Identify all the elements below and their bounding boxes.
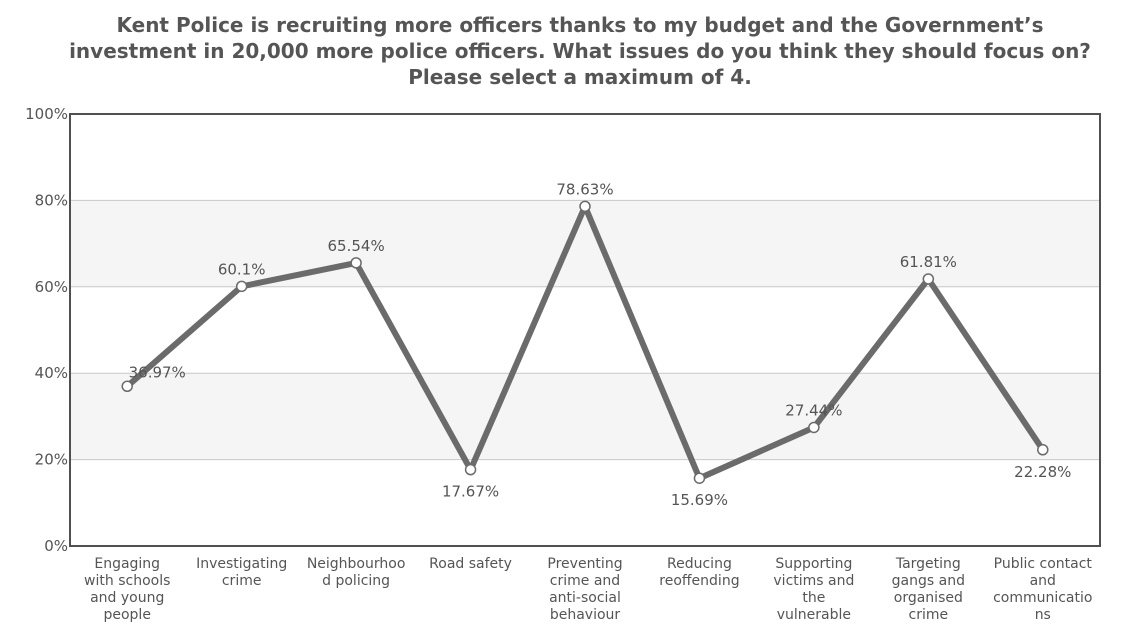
plot-frame — [69, 113, 1101, 547]
x-category-label: Targeting gangs and organised crime — [892, 556, 965, 623]
data-markers — [121, 200, 1049, 484]
y-tick-label: 100% — [25, 105, 68, 123]
data-point[interactable] — [235, 280, 248, 293]
data-point[interactable] — [121, 380, 133, 393]
data-point[interactable] — [1037, 444, 1049, 456]
x-category-label: Road safety — [429, 556, 512, 572]
data-point[interactable] — [922, 273, 935, 285]
data-label: 78.63% — [556, 180, 613, 198]
data-point[interactable] — [464, 463, 477, 476]
y-tick-label: 20% — [35, 451, 68, 469]
data-label: 15.69% — [671, 491, 728, 509]
x-axis-categories: Engaging with schools and young people Inves… — [84, 556, 1092, 623]
x-category-label: Public contact and communicatio ns — [993, 556, 1092, 623]
data-point[interactable] — [693, 472, 706, 484]
data-label: 27.44% — [785, 401, 842, 419]
x-category-label: Preventing crime and anti-social behaviour — [547, 556, 622, 623]
plot-band — [70, 200, 1100, 287]
plot-band — [70, 286, 1100, 374]
data-label: 60.1% — [218, 260, 266, 278]
data-point[interactable] — [350, 257, 362, 269]
chart-title: Kent Police is recruiting more officers … — [69, 13, 1091, 89]
y-axis-ticks: 0% 20% 40% 60% 80% 100% — [25, 105, 68, 555]
plot-band — [70, 459, 1100, 546]
data-label: 65.54% — [328, 237, 385, 255]
data-labels: 36.97% 60.1% 65.54% 17.67% 78.63% 15.69% 27.44… — [129, 180, 1072, 509]
plot-band — [70, 373, 1100, 460]
y-tick-label: 80% — [35, 191, 68, 209]
plot-bands — [70, 114, 1100, 546]
data-label: 22.28% — [1014, 463, 1071, 481]
plot-band — [70, 114, 1100, 201]
x-category-label: Reducing reoffending — [659, 556, 739, 589]
y-tick-label: 40% — [35, 364, 68, 382]
data-point[interactable] — [808, 421, 820, 434]
data-label: 61.81% — [900, 253, 957, 271]
x-category-label: Neighbourhoo d policing — [307, 556, 406, 589]
data-label: 36.97% — [129, 363, 186, 381]
data-label: 17.67% — [442, 483, 499, 501]
x-category-label: Engaging with schools and young people — [84, 556, 170, 623]
x-category-label: Supporting victims and the vulnerable — [773, 556, 854, 623]
y-tick-label: 0% — [44, 537, 68, 555]
data-point[interactable] — [579, 200, 591, 213]
y-tick-label: 60% — [35, 278, 68, 296]
x-category-label: Investigating crime — [196, 556, 287, 589]
